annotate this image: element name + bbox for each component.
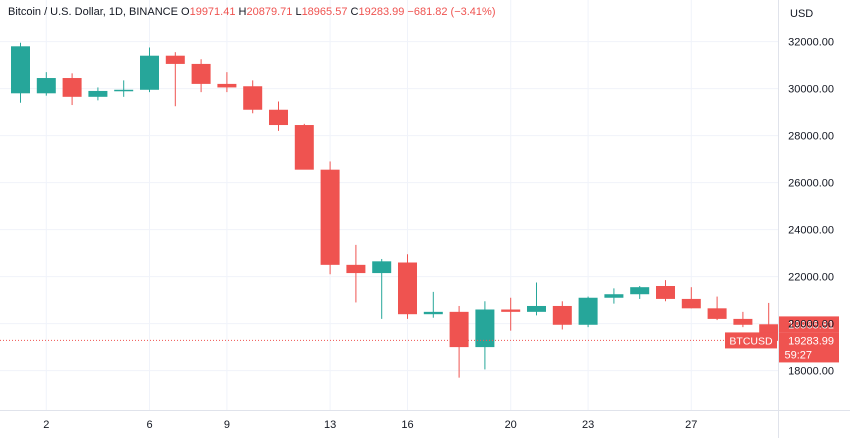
x-tick-label: 20 bbox=[505, 419, 517, 431]
x-tick-label: 16 bbox=[401, 419, 413, 431]
candle-body bbox=[217, 83, 237, 88]
close-key: C bbox=[350, 6, 359, 18]
change-value: −681.82 (−3.41%) bbox=[407, 6, 496, 18]
symbol-title: Bitcoin / U.S. Dollar, 1D, BINANCE bbox=[8, 6, 178, 18]
last-price-tag: 19283.99 bbox=[788, 335, 834, 347]
prev-close-tag-bg bbox=[779, 316, 839, 333]
candle-body bbox=[707, 308, 727, 319]
x-tick-label: 2 bbox=[43, 419, 49, 431]
close-value: 19283.99 bbox=[358, 6, 405, 18]
candle-body bbox=[733, 318, 753, 325]
x-tick-label: 23 bbox=[582, 419, 594, 431]
candle-body bbox=[269, 109, 288, 126]
low-key: L bbox=[295, 6, 302, 18]
y-tick-label: 18000.00 bbox=[788, 366, 834, 378]
symbol-legend: Bitcoin / U.S. Dollar, 1D, BINANCE O1997… bbox=[8, 6, 496, 18]
y-tick-label: 26000.00 bbox=[788, 178, 834, 190]
y-tick-label: 28000.00 bbox=[788, 131, 834, 143]
countdown-tag: 59:27 bbox=[784, 349, 812, 361]
candle-body bbox=[320, 169, 340, 265]
high-value: 20879.71 bbox=[246, 6, 293, 18]
symbol-tag-bg bbox=[725, 332, 777, 349]
candle-body bbox=[294, 125, 314, 170]
candle-body bbox=[243, 86, 263, 110]
candle-body bbox=[398, 262, 417, 315]
candle-body bbox=[62, 78, 82, 97]
x-tick-label: 27 bbox=[685, 419, 697, 431]
y-tick-label: 20000.00 bbox=[788, 319, 834, 331]
candle-body bbox=[552, 305, 572, 325]
candle-body bbox=[165, 55, 185, 64]
currency-label: USD bbox=[790, 8, 813, 20]
y-tick-label: 32000.00 bbox=[788, 37, 834, 49]
open-value: 19971.41 bbox=[189, 6, 236, 18]
y-tick-label: 30000.00 bbox=[788, 84, 834, 96]
candle-body bbox=[604, 294, 624, 298]
candle-body bbox=[681, 298, 701, 309]
candle-body bbox=[36, 78, 56, 94]
symbol-tag: BTCUSD bbox=[729, 335, 773, 347]
candle-body bbox=[656, 286, 675, 299]
last-price-tag-bg bbox=[779, 332, 839, 363]
prev-close-tag: 19965.81 bbox=[788, 319, 834, 331]
high-key: H bbox=[238, 6, 247, 18]
candle-body bbox=[11, 46, 30, 94]
overlay-layer: 19965.81 BTCUSD 19283.99 59:27 bbox=[0, 316, 839, 363]
candle-body bbox=[88, 90, 108, 97]
candle-body bbox=[423, 311, 443, 315]
candle-body bbox=[449, 311, 469, 348]
candle-body bbox=[346, 264, 366, 274]
grid-layer bbox=[0, 0, 778, 410]
x-tick-label: 9 bbox=[224, 419, 230, 431]
y-tick-label: 24000.00 bbox=[788, 225, 834, 237]
candle-body bbox=[578, 297, 598, 325]
low-value: 18965.57 bbox=[301, 6, 348, 18]
candle-body bbox=[475, 309, 495, 348]
candle-body bbox=[191, 63, 211, 84]
candle-body bbox=[501, 309, 521, 312]
y-tick-label: 22000.00 bbox=[788, 272, 834, 284]
candle-body bbox=[140, 55, 159, 90]
x-tick-label: 6 bbox=[146, 419, 152, 431]
candle-layer bbox=[11, 42, 779, 378]
candle-body bbox=[527, 305, 546, 312]
candle-body bbox=[630, 287, 650, 295]
candle-body bbox=[372, 261, 392, 274]
x-tick-label: 13 bbox=[324, 419, 336, 431]
candle-body bbox=[114, 89, 134, 92]
open-key: O bbox=[181, 6, 190, 18]
